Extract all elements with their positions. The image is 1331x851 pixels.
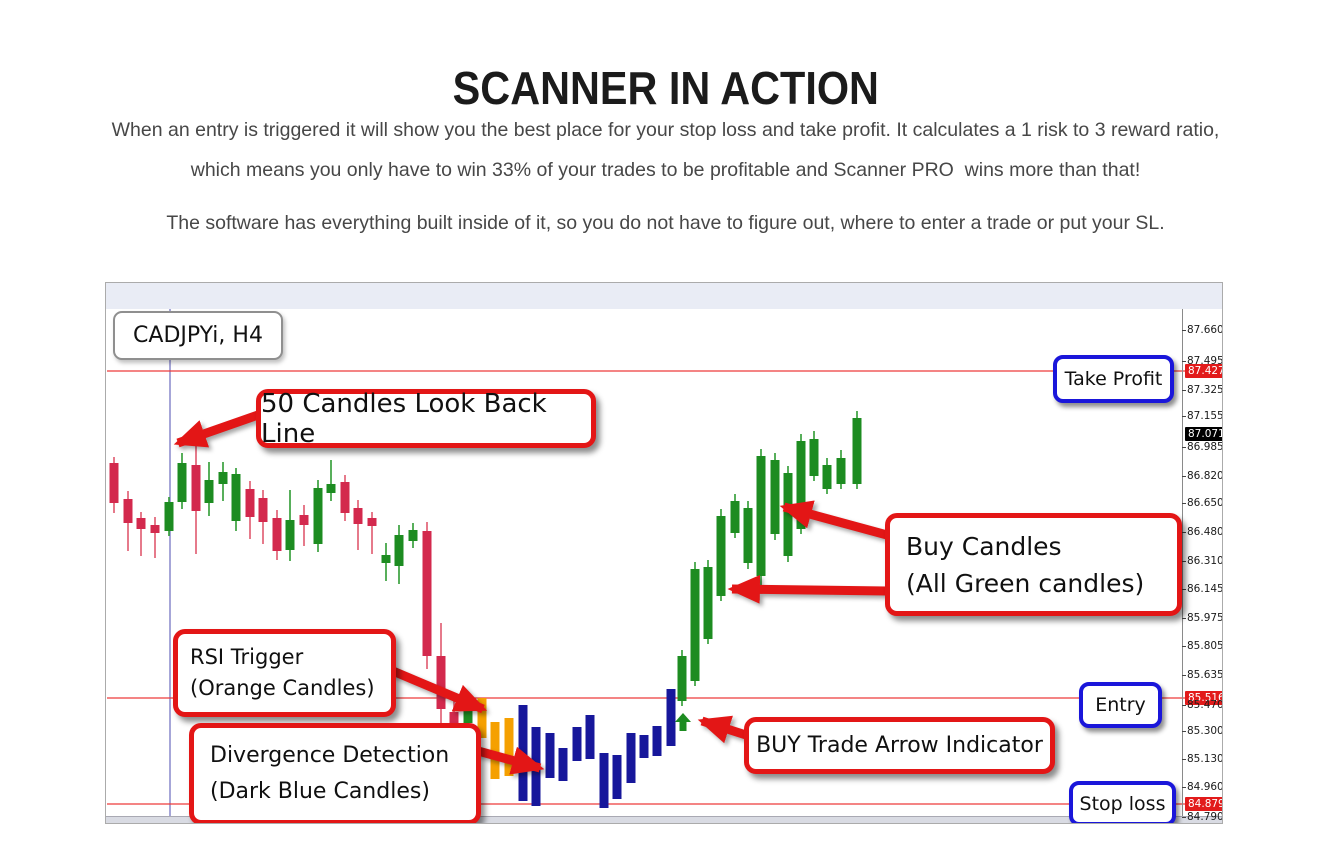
price-tick: 87.660 — [1182, 324, 1223, 336]
price-tick: 86.650 — [1182, 497, 1223, 509]
price-tick: 85.470 — [1182, 699, 1223, 711]
price-tick: 85.516 — [1185, 691, 1222, 705]
price-tick: 85.975 — [1182, 612, 1223, 624]
price-tick: 87.071 — [1185, 427, 1222, 441]
callout-divergence-detection: Divergence Detection (Dark Blue Candles) — [189, 723, 481, 823]
take-profit-label: Take Profit — [1053, 355, 1174, 403]
price-tick: 87.155 — [1182, 410, 1223, 422]
price-tick: 85.130 — [1182, 753, 1223, 765]
price-tick: 87.427 — [1185, 364, 1222, 378]
price-tick: 86.310 — [1182, 555, 1223, 567]
intro-line-1: When an entry is triggered it will show … — [111, 119, 1220, 141]
price-tick: 87.325 — [1182, 384, 1223, 396]
price-tick: 85.805 — [1182, 640, 1223, 652]
price-tick: 86.820 — [1182, 470, 1223, 482]
callout-buy-candles: Buy Candles (All Green candles) — [885, 513, 1182, 616]
intro-paragraph: When an entry is triggered it will show … — [0, 110, 1331, 190]
chart-panel: 87.660 87.495 87.427 87.325 87.155 87.071 86.9… — [105, 282, 1223, 824]
price-axis-separator — [1182, 309, 1183, 817]
price-tick: 86.145 — [1182, 583, 1223, 595]
price-tick: 85.300 — [1182, 725, 1223, 737]
intro-line-2: which means you only have to win 33% of … — [190, 159, 1141, 181]
price-axis: 87.660 87.495 87.427 87.325 87.155 87.071 86.9… — [1182, 283, 1222, 823]
callout-rsi-trigger: RSI Trigger (Orange Candles) — [173, 629, 396, 717]
symbol-label: CADJPYi, H4 — [113, 311, 283, 360]
entry-label: Entry — [1079, 682, 1162, 728]
price-tick: 84.879 — [1185, 797, 1222, 811]
price-tick: 86.985 — [1182, 441, 1223, 453]
page-title: SCANNER IN ACTION — [452, 61, 879, 114]
stop-loss-label: Stop loss — [1069, 781, 1176, 823]
chart-top-band — [106, 283, 1222, 309]
callout-buy-trade-arrow: BUY Trade Arrow Indicator — [744, 717, 1055, 774]
price-tick: 85.635 — [1182, 669, 1223, 681]
price-tick: 86.480 — [1182, 526, 1223, 538]
chart-bottom-strip — [106, 816, 1222, 823]
price-tick: 84.790 — [1182, 811, 1223, 823]
price-tick: 84.960 — [1182, 781, 1223, 793]
symbol-text: CADJPYi, H4 — [133, 323, 263, 348]
intro-line-3: The software has everything built inside… — [166, 212, 1165, 234]
intro-paragraph-2: The software has everything built inside… — [0, 203, 1331, 243]
callout-lookback-line: 50 Candles Look Back Line — [256, 389, 596, 449]
